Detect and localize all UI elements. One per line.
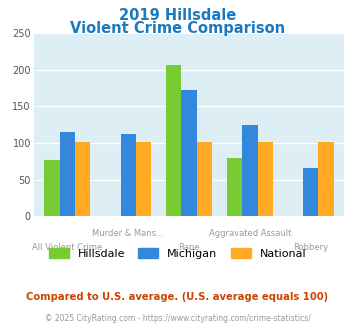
Text: Murder & Mans...: Murder & Mans... <box>92 229 164 238</box>
Text: All Violent Crime: All Violent Crime <box>32 243 102 251</box>
Text: Violent Crime Comparison: Violent Crime Comparison <box>70 21 285 36</box>
Bar <box>181 90 197 216</box>
Bar <box>303 168 318 216</box>
Bar <box>166 64 181 216</box>
Bar <box>44 160 60 216</box>
Bar <box>318 142 334 216</box>
Bar <box>75 142 90 216</box>
Bar <box>197 142 212 216</box>
Text: 2019 Hillsdale: 2019 Hillsdale <box>119 8 236 23</box>
Text: Compared to U.S. average. (U.S. average equals 100): Compared to U.S. average. (U.S. average … <box>26 292 329 302</box>
Text: Robbery: Robbery <box>293 243 328 251</box>
Bar <box>258 142 273 216</box>
Bar <box>242 125 258 216</box>
Text: Aggravated Assault: Aggravated Assault <box>209 229 291 238</box>
Legend: Hillsdale, Michigan, National: Hillsdale, Michigan, National <box>44 244 311 263</box>
Bar <box>60 132 75 216</box>
Text: © 2025 CityRating.com - https://www.cityrating.com/crime-statistics/: © 2025 CityRating.com - https://www.city… <box>45 314 310 323</box>
Text: Rape: Rape <box>178 243 200 251</box>
Bar <box>136 142 151 216</box>
Bar <box>120 134 136 216</box>
Bar <box>227 157 242 216</box>
